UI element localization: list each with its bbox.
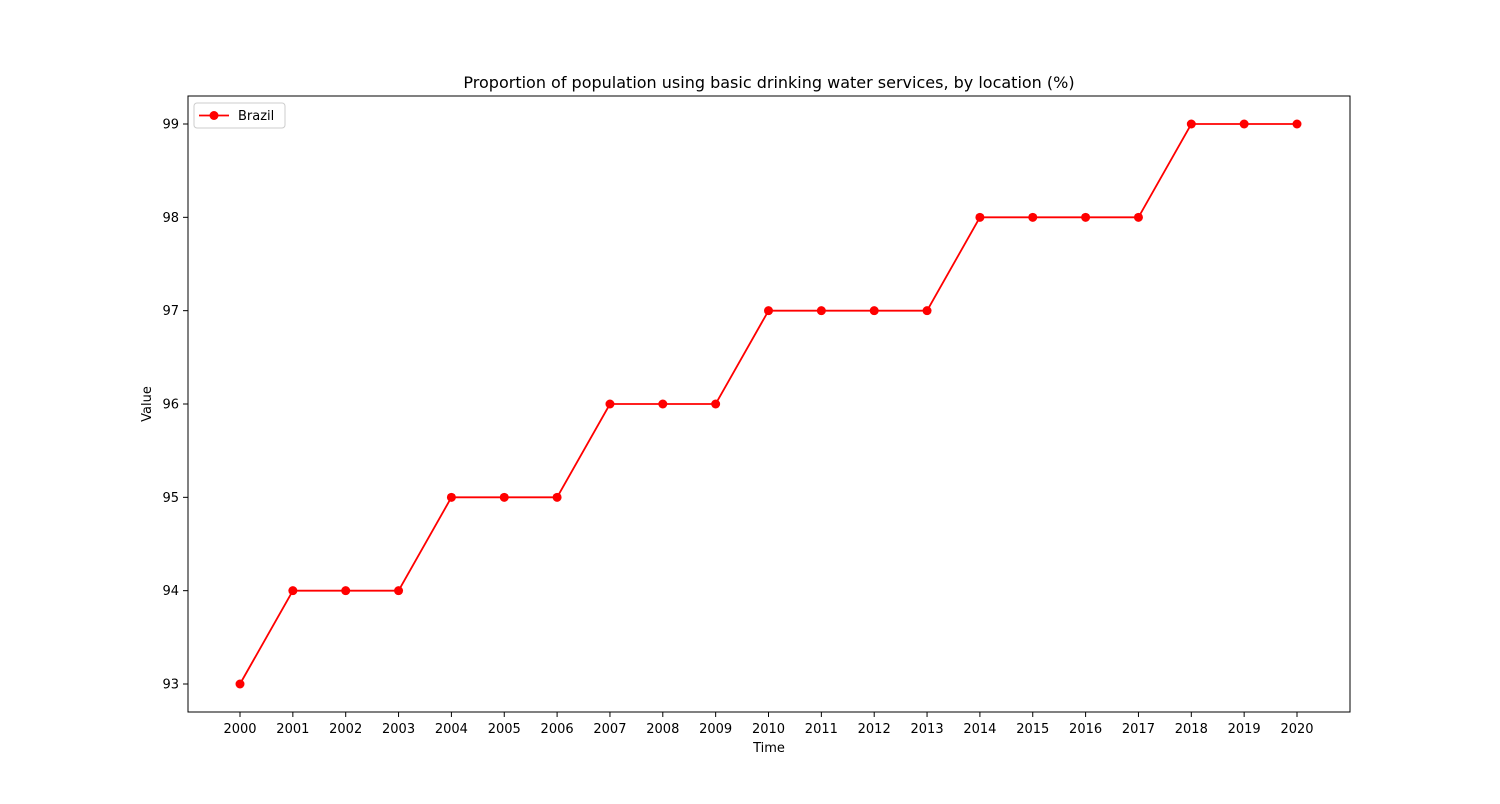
data-point [605, 399, 615, 409]
y-axis: 93 94 95 96 97 98 99 [162, 118, 188, 693]
legend: Brazil [193, 102, 286, 129]
x-tick-label: 2013 [911, 722, 944, 737]
y-tick-label: 94 [162, 584, 179, 599]
x-tick-label: 2020 [1280, 722, 1313, 737]
x-tick-label: 2018 [1175, 722, 1208, 737]
data-point [288, 586, 298, 596]
y-tick-label: 95 [162, 491, 179, 506]
y-axis-label: Value [140, 386, 155, 422]
data-point [764, 306, 773, 316]
x-tick-label: 2012 [858, 722, 891, 737]
x-tick-label: 2003 [382, 722, 415, 737]
x-tick-label: 2006 [541, 722, 574, 737]
legend-marker-swatch [209, 111, 219, 120]
data-point [1239, 119, 1249, 129]
x-axis-label: Time [752, 741, 785, 756]
x-tick-label: 2004 [435, 722, 468, 737]
data-point [1081, 212, 1091, 222]
x-tick-label: 2019 [1228, 722, 1261, 737]
data-point [341, 586, 351, 596]
y-tick-label: 97 [162, 304, 179, 319]
x-tick-label: 2000 [223, 722, 256, 737]
legend-box [193, 102, 286, 129]
data-point [869, 306, 879, 316]
data-point [499, 492, 509, 502]
x-tick-label: 2011 [805, 722, 838, 737]
data-point [975, 212, 985, 222]
plot-area [235, 119, 1302, 689]
chart-title: Proportion of population using basic dri… [463, 73, 1074, 92]
x-tick-label: 2015 [1016, 722, 1049, 737]
data-point [816, 306, 826, 316]
data-point [1292, 119, 1302, 129]
data-point [922, 306, 932, 316]
y-tick-label: 98 [162, 211, 179, 226]
y-tick-label: 93 [162, 678, 179, 693]
data-point [394, 586, 404, 596]
data-point [235, 679, 245, 689]
x-tick-label: 2005 [488, 722, 521, 737]
x-tick-label: 2002 [329, 722, 362, 737]
legend-label: Brazil [238, 109, 274, 124]
data-point [446, 492, 456, 502]
x-tick-label: 2007 [593, 722, 626, 737]
x-tick-label: 2008 [646, 722, 679, 737]
data-point [552, 492, 562, 502]
x-axis: 2000 2001 2002 2003 2004 2005 2006 2007 2008 2009… [223, 712, 1314, 737]
data-point [1133, 212, 1143, 222]
x-tick-label: 2014 [963, 722, 996, 737]
data-point [658, 399, 668, 409]
data-point [711, 399, 721, 409]
x-tick-label: 2001 [276, 722, 309, 737]
y-tick-label: 99 [162, 118, 179, 133]
data-point [1186, 119, 1196, 129]
x-tick-label: 2017 [1122, 722, 1155, 737]
data-point [1028, 212, 1038, 222]
x-tick-label: 2009 [699, 722, 732, 737]
y-tick-label: 96 [162, 398, 179, 413]
x-tick-label: 2016 [1069, 722, 1102, 737]
x-tick-label: 2010 [752, 722, 785, 737]
